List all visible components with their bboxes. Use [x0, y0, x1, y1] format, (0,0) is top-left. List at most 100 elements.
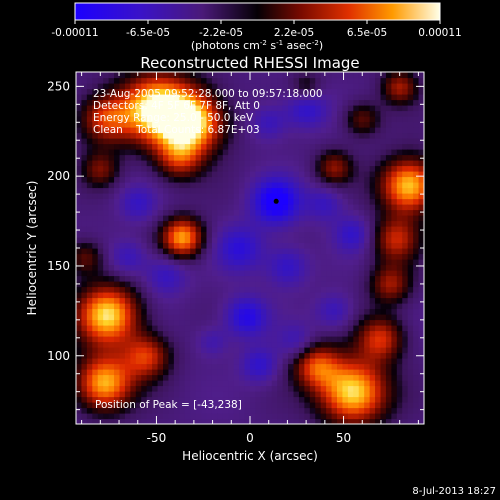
- heatmap-cell: [391, 396, 398, 403]
- heatmap-cell: [326, 143, 333, 150]
- heatmap-cell: [108, 270, 115, 277]
- heatmap-cell: [288, 171, 295, 178]
- heatmap-cell: [135, 303, 142, 310]
- heatmap-cell: [141, 253, 148, 260]
- heatmap-cell: [266, 193, 273, 200]
- heatmap-cell: [353, 198, 360, 205]
- heatmap-cell: [168, 330, 175, 337]
- heatmap-cell: [396, 391, 403, 398]
- heatmap-cell: [277, 94, 284, 101]
- heatmap-cell: [413, 413, 420, 420]
- heatmap-cell: [86, 165, 93, 172]
- heatmap-cell: [418, 121, 424, 128]
- heatmap-cell: [103, 209, 110, 216]
- heatmap-cell: [331, 325, 338, 332]
- heatmap-cell: [298, 143, 305, 150]
- heatmap-cell: [369, 292, 376, 299]
- heatmap-cell: [130, 209, 137, 216]
- heatmap-cell: [119, 83, 126, 90]
- heatmap-cell: [239, 165, 246, 172]
- heatmap-cell: [293, 341, 300, 348]
- heatmap-cell: [108, 182, 115, 189]
- heatmap-cell: [326, 292, 333, 299]
- heatmap-cell: [179, 303, 186, 310]
- heatmap-cell: [369, 198, 376, 205]
- heatmap-cell: [141, 149, 148, 156]
- heatmap-cell: [228, 105, 235, 112]
- heatmap-cell: [184, 171, 191, 178]
- heatmap-cell: [239, 198, 246, 205]
- heatmap-cell: [304, 149, 311, 156]
- heatmap-cell: [217, 325, 224, 332]
- heatmap-cell: [163, 88, 170, 95]
- heatmap-cell: [146, 187, 153, 194]
- heatmap-cell: [293, 402, 300, 409]
- heatmap-cell: [391, 83, 398, 90]
- heatmap-cell: [315, 231, 322, 238]
- heatmap-cell: [342, 231, 349, 238]
- heatmap-cell: [342, 220, 349, 227]
- heatmap-cell: [271, 105, 278, 112]
- heatmap-cell: [364, 160, 371, 167]
- heatmap-cell: [81, 275, 88, 282]
- heatmap-cell: [97, 105, 104, 112]
- heatmap-cell: [250, 253, 257, 260]
- heatmap-cell: [86, 259, 93, 266]
- heatmap-cell: [168, 176, 175, 183]
- heatmap-cell: [369, 248, 376, 255]
- heatmap-cell: [190, 242, 197, 249]
- heatmap-cell: [391, 297, 398, 304]
- heatmap-cell: [130, 94, 137, 101]
- heatmap-cell: [353, 220, 360, 227]
- heatmap-cell: [228, 187, 235, 194]
- heatmap-cell: [326, 231, 333, 238]
- heatmap-cell: [119, 281, 126, 288]
- heatmap-cell: [364, 242, 371, 249]
- heatmap-cell: [201, 138, 208, 145]
- heatmap-cell: [250, 83, 257, 90]
- heatmap-cell: [260, 231, 267, 238]
- heatmap-cell: [293, 209, 300, 216]
- heatmap-cell: [288, 204, 295, 211]
- heatmap-cell: [108, 165, 115, 172]
- heatmap-cell: [222, 77, 229, 84]
- heatmap-cell: [255, 88, 262, 95]
- heatmap-cell: [288, 248, 295, 255]
- heatmap-cell: [309, 94, 316, 101]
- heatmap-cell: [184, 204, 191, 211]
- heatmap-cell: [260, 369, 267, 376]
- heatmap-cell: [293, 264, 300, 271]
- heatmap-cell: [239, 374, 246, 381]
- heatmap-cell: [179, 248, 186, 255]
- heatmap-cell: [277, 380, 284, 387]
- heatmap-cell: [380, 165, 387, 172]
- heatmap-cell: [217, 77, 224, 84]
- heatmap-cell: [385, 248, 392, 255]
- heatmap-cell: [130, 407, 137, 414]
- heatmap-cell: [184, 193, 191, 200]
- heatmap-cell: [320, 330, 327, 337]
- heatmap-cell: [157, 308, 164, 315]
- heatmap-cell: [141, 215, 148, 222]
- heatmap-cell: [369, 358, 376, 365]
- heatmap-cell: [244, 215, 251, 222]
- heatmap-cell: [331, 182, 338, 189]
- heatmap-cell: [293, 407, 300, 414]
- heatmap-cell: [298, 204, 305, 211]
- heatmap-cell: [250, 215, 257, 222]
- heatmap-cell: [271, 391, 278, 398]
- heatmap-cell: [266, 259, 273, 266]
- heatmap-cell: [135, 380, 142, 387]
- heatmap-cell: [337, 116, 344, 123]
- heatmap-cell: [146, 110, 153, 117]
- heatmap-cell: [195, 325, 202, 332]
- heatmap-cell: [298, 319, 305, 326]
- heatmap-cell: [255, 264, 262, 271]
- heatmap-cell: [141, 242, 148, 249]
- heatmap-cell: [152, 418, 159, 424]
- heatmap-cell: [391, 182, 398, 189]
- heatmap-cell: [347, 121, 354, 128]
- heatmap-cell: [315, 226, 322, 233]
- heatmap-cell: [114, 105, 121, 112]
- heatmap-cell: [92, 248, 99, 255]
